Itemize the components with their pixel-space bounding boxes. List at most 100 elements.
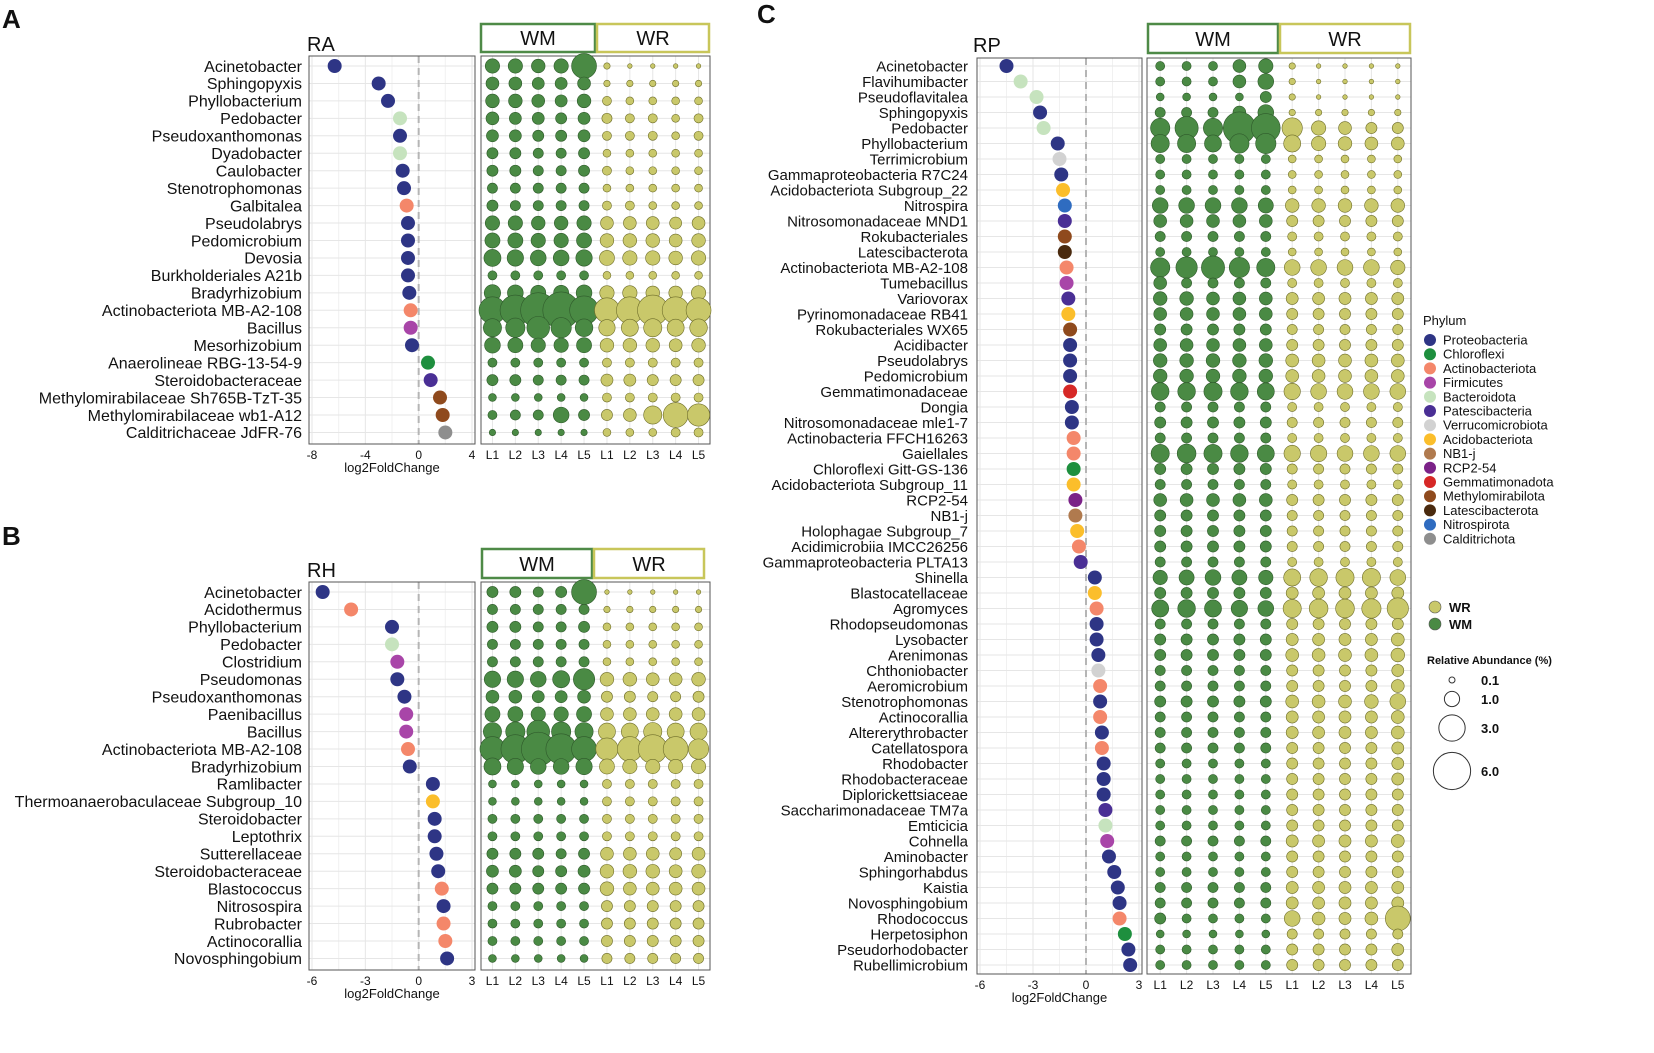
wm-bubble bbox=[1256, 258, 1276, 277]
taxon-label: Acinetobacter bbox=[204, 585, 303, 602]
wm-bubble bbox=[1180, 416, 1193, 429]
phylum-legend-label: Nitrospirota bbox=[1443, 517, 1510, 532]
wr-bubble bbox=[1389, 569, 1406, 586]
wr-bubble bbox=[687, 403, 711, 427]
wr-bubble bbox=[622, 233, 637, 248]
taxon-label: Stenotrophomonas bbox=[167, 181, 302, 198]
wm-bubble bbox=[1181, 665, 1192, 676]
wr-bubble bbox=[1364, 198, 1379, 213]
wr-bubble bbox=[603, 62, 611, 70]
wr-bubble bbox=[648, 149, 657, 158]
lfc-point bbox=[390, 672, 405, 687]
phylum-legend-swatch bbox=[1424, 504, 1436, 517]
wr-bubble bbox=[647, 779, 658, 789]
taxon-label: Pseudolabrys bbox=[877, 353, 968, 370]
wr-bubble bbox=[1286, 324, 1298, 335]
sample-label: L4 bbox=[554, 448, 568, 462]
wm-bubble bbox=[1207, 882, 1219, 893]
wr-bubble bbox=[1338, 726, 1352, 739]
wr-bubble bbox=[1286, 463, 1298, 475]
lfc-point bbox=[1093, 710, 1108, 724]
wm-bubble bbox=[534, 954, 543, 963]
wm-bubble bbox=[510, 270, 521, 281]
wr-bubble bbox=[1339, 804, 1351, 816]
wr-bubble bbox=[600, 373, 614, 387]
wm-bubble bbox=[1181, 432, 1192, 444]
wm-bubble bbox=[484, 337, 501, 354]
wr-bubble bbox=[1366, 231, 1377, 242]
wm-bubble bbox=[1154, 463, 1167, 475]
wr-bubble bbox=[1391, 369, 1405, 383]
wr-bubble bbox=[691, 250, 707, 266]
wr-bubble bbox=[1285, 694, 1299, 709]
wm-bubble bbox=[1181, 680, 1192, 692]
sample-label: L5 bbox=[1391, 978, 1405, 992]
wm-bubble bbox=[1208, 805, 1218, 815]
taxon-label: Rokubacteriales bbox=[860, 229, 968, 246]
wm-bubble bbox=[1176, 443, 1197, 464]
lfc-point bbox=[1110, 880, 1125, 895]
wm-bubble bbox=[1155, 185, 1166, 195]
wm-bubble bbox=[533, 901, 544, 911]
sample-label: L4 bbox=[554, 974, 568, 988]
taxon-label: Novosphingobium bbox=[174, 951, 302, 968]
wr-bubble bbox=[668, 864, 683, 878]
wm-bubble bbox=[1207, 897, 1219, 909]
taxon-label: Steroidobacteraceae bbox=[154, 373, 302, 390]
wr-bubble bbox=[602, 96, 612, 106]
wr-bubble bbox=[1363, 383, 1380, 400]
wm-bubble bbox=[1208, 185, 1218, 195]
taxon-label: NB1-j bbox=[930, 508, 968, 525]
bubble-frame bbox=[480, 581, 711, 971]
lfc-point bbox=[1096, 756, 1111, 771]
wr-bubble bbox=[1312, 618, 1325, 630]
wr-bubble bbox=[1391, 215, 1404, 227]
wr-bubble bbox=[1365, 215, 1378, 227]
scatter-frame bbox=[976, 57, 1143, 975]
lfc-point bbox=[1056, 183, 1071, 197]
wm-bubble bbox=[486, 129, 499, 143]
wr-bubble bbox=[1391, 788, 1404, 801]
taxon-label: Paenibacillus bbox=[208, 707, 302, 724]
wm-bubble bbox=[488, 428, 496, 436]
sample-label: L5 bbox=[577, 974, 591, 988]
wm-bubble bbox=[1259, 307, 1273, 321]
wr-bubble bbox=[1338, 694, 1352, 709]
wr-bubble bbox=[1338, 896, 1352, 910]
phylum-legend-label: Acidobacteriota bbox=[1443, 432, 1533, 447]
taxon-label: Phyllobacterium bbox=[861, 136, 968, 153]
wm-bubble bbox=[1181, 727, 1192, 738]
lfc-point bbox=[1107, 865, 1122, 879]
taxon-label: Acinetobacter bbox=[876, 58, 968, 75]
wm-bubble bbox=[555, 848, 567, 860]
wr-bubble bbox=[1365, 710, 1378, 724]
wm-bubble bbox=[1181, 820, 1192, 831]
wm-bubble bbox=[1154, 416, 1167, 429]
wm-bubble bbox=[1234, 835, 1245, 847]
wm-bubble bbox=[510, 831, 521, 842]
wr-bubble bbox=[1316, 94, 1322, 100]
taxon-label: Chloroflexi Gitt-GS-136 bbox=[813, 461, 968, 478]
taxon-label: Gammaproteobacteria R7C24 bbox=[768, 167, 968, 184]
taxon-label: Actinobacteriota MB-A2-108 bbox=[780, 260, 968, 277]
phylum-legend-label: Calditrichota bbox=[1443, 531, 1516, 546]
wr-bubble bbox=[1391, 679, 1405, 693]
wr-bubble bbox=[1393, 154, 1403, 164]
wr-bubble bbox=[601, 953, 613, 964]
scatter-frame bbox=[308, 581, 476, 971]
wr-bubble bbox=[1365, 664, 1378, 677]
size-legend-label: 0.1 bbox=[1481, 673, 1499, 688]
wm-bubble bbox=[1180, 649, 1193, 661]
wm-bubble bbox=[1256, 444, 1275, 463]
lfc-point bbox=[434, 881, 449, 896]
wr-bubble bbox=[670, 357, 681, 368]
wm-bubble bbox=[1207, 587, 1219, 599]
wr-bubble bbox=[1287, 479, 1298, 490]
wm-bubble bbox=[530, 249, 547, 267]
wm-bubble bbox=[1259, 649, 1272, 661]
wr-bubble bbox=[693, 357, 704, 368]
wm-bubble bbox=[573, 668, 596, 691]
wm-bubble bbox=[1154, 509, 1167, 522]
wm-bubble bbox=[534, 779, 543, 789]
wr-bubble bbox=[647, 813, 658, 824]
